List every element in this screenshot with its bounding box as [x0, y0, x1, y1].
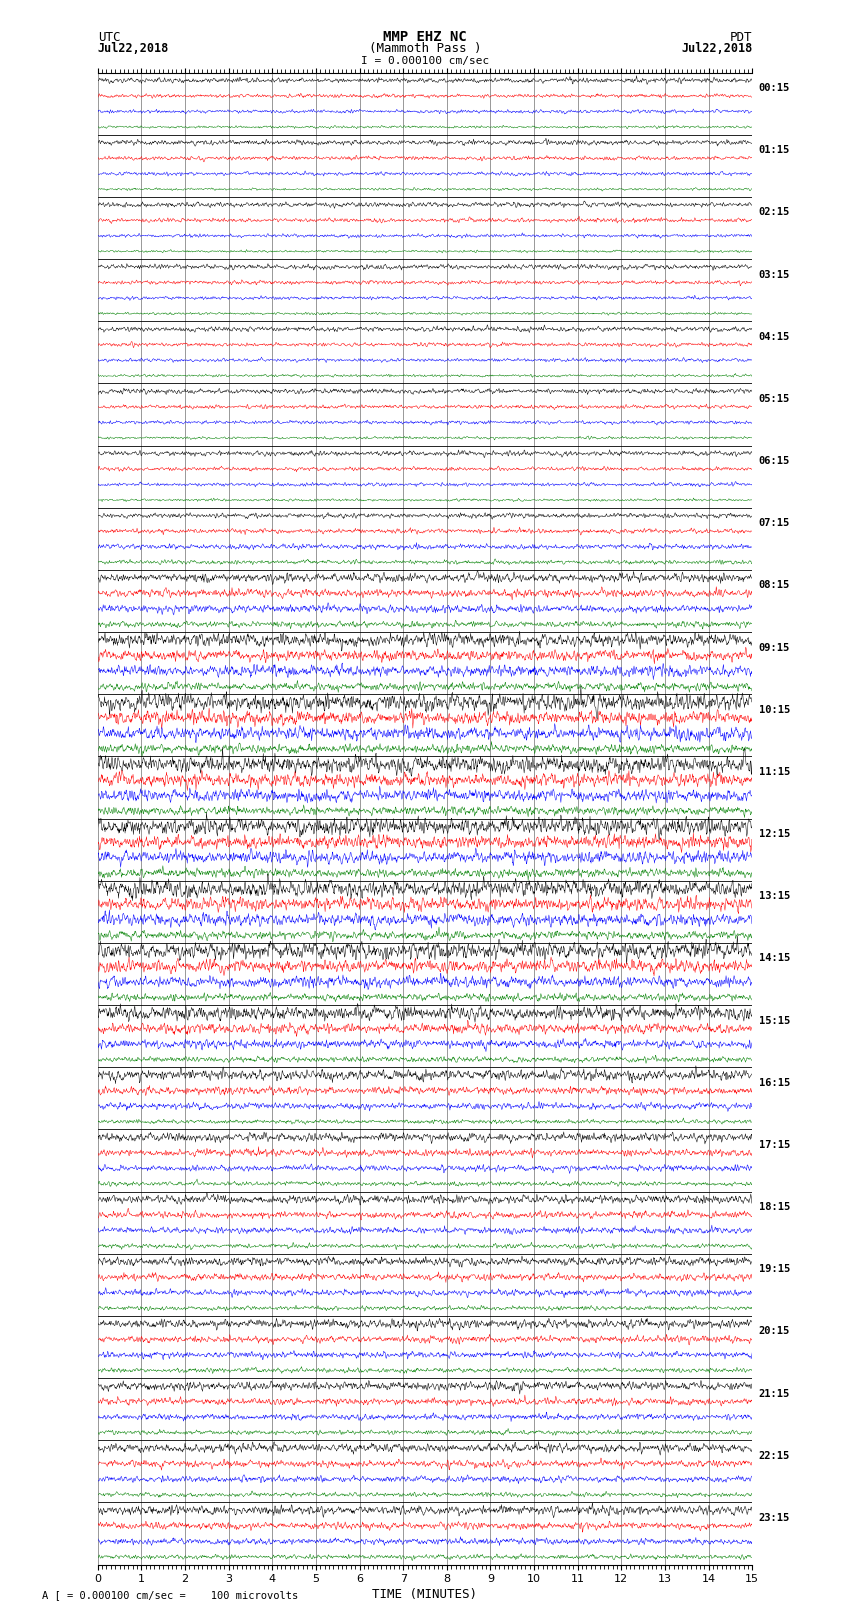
- Text: 01:15: 01:15: [759, 145, 790, 155]
- Text: I = 0.000100 cm/sec: I = 0.000100 cm/sec: [361, 56, 489, 66]
- Text: 20:15: 20:15: [759, 1326, 790, 1337]
- Text: 22:15: 22:15: [759, 1450, 790, 1461]
- Text: 19:15: 19:15: [759, 1265, 790, 1274]
- Text: 17:15: 17:15: [759, 1140, 790, 1150]
- Text: 02:15: 02:15: [759, 208, 790, 218]
- Text: 08:15: 08:15: [759, 581, 790, 590]
- Text: 11:15: 11:15: [759, 766, 790, 777]
- X-axis label: TIME (MINUTES): TIME (MINUTES): [372, 1589, 478, 1602]
- Text: Jul22,2018: Jul22,2018: [681, 42, 752, 55]
- Text: 16:15: 16:15: [759, 1077, 790, 1087]
- Text: 05:15: 05:15: [759, 394, 790, 403]
- Text: Jul22,2018: Jul22,2018: [98, 42, 169, 55]
- Text: UTC: UTC: [98, 31, 120, 44]
- Text: 15:15: 15:15: [759, 1016, 790, 1026]
- Text: 09:15: 09:15: [759, 642, 790, 653]
- Text: 06:15: 06:15: [759, 456, 790, 466]
- Text: 07:15: 07:15: [759, 518, 790, 529]
- Text: MMP EHZ NC: MMP EHZ NC: [383, 29, 467, 44]
- Text: A [ = 0.000100 cm/sec =    100 microvolts: A [ = 0.000100 cm/sec = 100 microvolts: [42, 1590, 298, 1600]
- Text: 18:15: 18:15: [759, 1202, 790, 1211]
- Text: 10:15: 10:15: [759, 705, 790, 715]
- Text: 21:15: 21:15: [759, 1389, 790, 1398]
- Text: 00:15: 00:15: [759, 84, 790, 94]
- Text: 13:15: 13:15: [759, 892, 790, 902]
- Text: (Mammoth Pass ): (Mammoth Pass ): [369, 42, 481, 55]
- Text: 03:15: 03:15: [759, 269, 790, 279]
- Text: 04:15: 04:15: [759, 332, 790, 342]
- Text: 12:15: 12:15: [759, 829, 790, 839]
- Text: 23:15: 23:15: [759, 1513, 790, 1523]
- Text: PDT: PDT: [730, 31, 752, 44]
- Text: 14:15: 14:15: [759, 953, 790, 963]
